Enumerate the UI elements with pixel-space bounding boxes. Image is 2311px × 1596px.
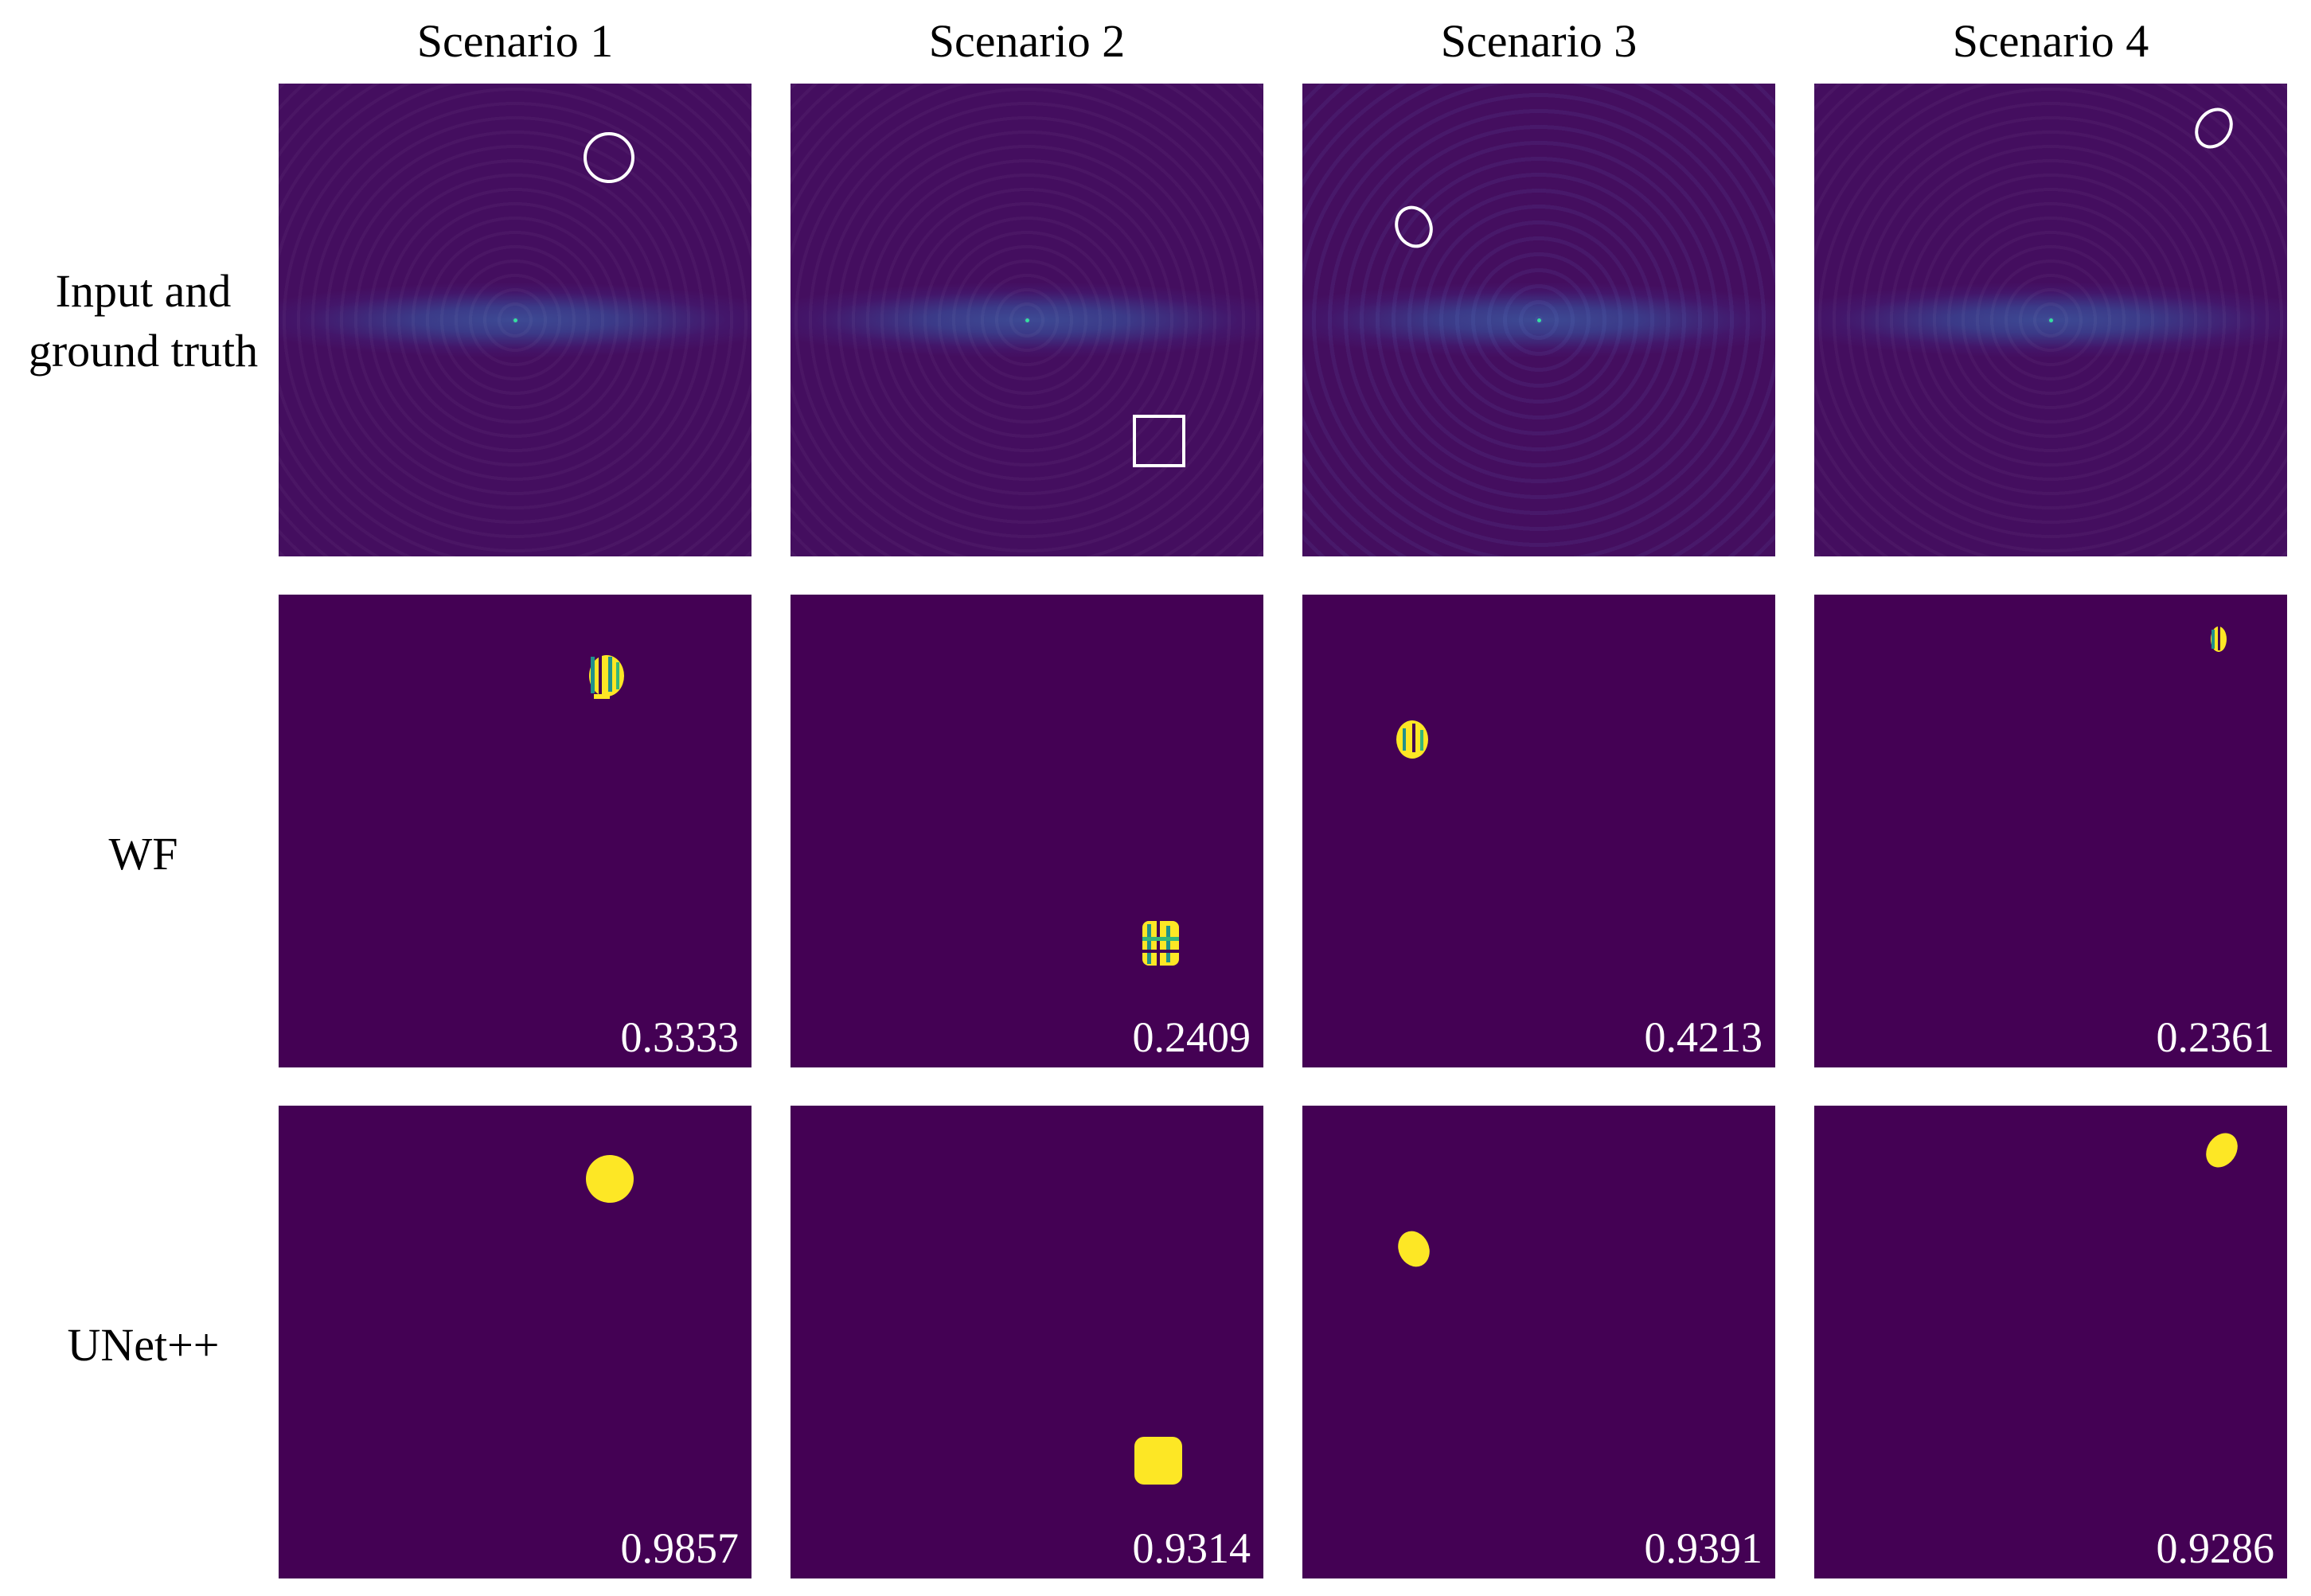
column-header-scenario-2: Scenario 2 (928, 15, 1126, 67)
source-point (1537, 318, 1541, 322)
row-label-wf: WF (108, 828, 178, 880)
wf-blob (589, 654, 624, 699)
unet-panel-scenario-3: 0.9391 (1302, 1106, 1775, 1578)
source-point (513, 318, 517, 322)
unet-prediction (2206, 1133, 2238, 1168)
ground-truth-ellipse (2195, 107, 2233, 149)
wf-panel-scenario-4: 0.2361 (1814, 595, 2287, 1067)
wf-prediction (589, 654, 624, 699)
unet-panel-scenario-1: 0.9857 (279, 1106, 751, 1578)
ground-truth-overlay (584, 132, 634, 183)
ground-truth-overlay (1133, 415, 1185, 467)
input-panel-scenario-4 (1814, 84, 2287, 556)
wf-blob (1396, 720, 1428, 759)
column-header-scenario-1: Scenario 1 (416, 15, 614, 67)
unet-panel-scenario-4: 0.9286 (1814, 1106, 2287, 1578)
wf-score: 0.2409 (1132, 1013, 1251, 1061)
wf-panel-scenario-3: 0.4213 (1302, 595, 1775, 1067)
unet-score: 0.9857 (620, 1524, 740, 1572)
unet-prediction (586, 1155, 634, 1203)
unet-prediction (1398, 1231, 1430, 1267)
unet-prediction (1134, 1437, 1182, 1485)
unet-score: 0.9314 (1132, 1524, 1251, 1572)
wf-blob (1142, 921, 1179, 966)
row-label-unet: UNet++ (67, 1319, 220, 1371)
ground-truth-circle (584, 132, 634, 183)
wf-panel-scenario-2: 0.2409 (791, 595, 1263, 1067)
ground-truth-ellipse (1395, 205, 1433, 248)
unet-score: 0.9286 (2156, 1524, 2275, 1572)
source-point (1025, 318, 1029, 322)
row-label-input-line2: ground truth (28, 325, 259, 377)
wf-score: 0.3333 (620, 1013, 740, 1061)
input-panel-scenario-1 (279, 84, 751, 556)
wf-prediction (1142, 921, 1179, 966)
input-panel-scenario-2 (791, 84, 1263, 556)
ground-truth-square (1133, 415, 1185, 467)
wf-prediction (2211, 626, 2227, 652)
unet-panel-scenario-2: 0.9314 (791, 1106, 1263, 1578)
unet-ellipse (1398, 1231, 1430, 1267)
unet-score: 0.9391 (1644, 1524, 1763, 1572)
wf-panel-scenario-1: 0.3333 (279, 595, 751, 1067)
ground-truth-overlay (1395, 205, 1433, 248)
unet-square (1134, 1437, 1182, 1485)
input-panel-scenario-3 (1302, 84, 1775, 556)
ground-truth-overlay (2195, 107, 2233, 149)
wf-score: 0.2361 (2156, 1013, 2275, 1061)
column-header-scenario-4: Scenario 4 (1952, 15, 2149, 67)
row-label-input-line1: Input and (55, 265, 232, 317)
row-label-input: Input and ground truth (0, 261, 287, 381)
wf-score: 0.4213 (1644, 1013, 1763, 1061)
unet-circle (586, 1155, 634, 1203)
source-point (2049, 318, 2053, 322)
column-header-scenario-3: Scenario 3 (1440, 15, 1638, 67)
wf-blob (2211, 626, 2227, 652)
unet-ellipse (2206, 1133, 2238, 1168)
wf-prediction (1396, 720, 1428, 759)
